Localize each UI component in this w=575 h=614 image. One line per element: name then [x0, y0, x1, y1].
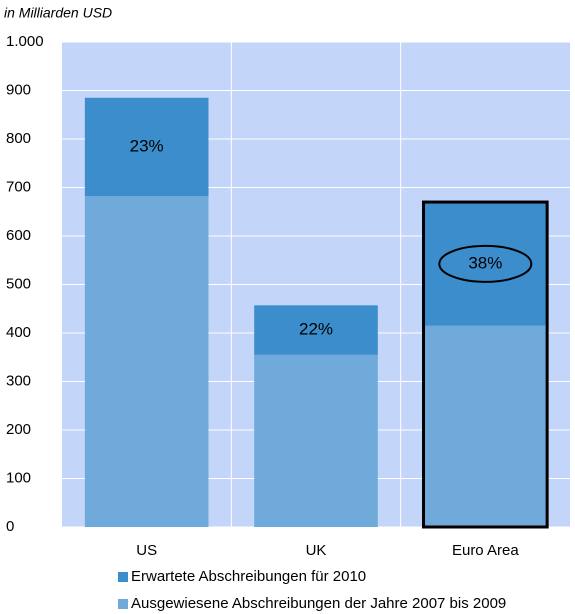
y-tick-label: 200 — [6, 421, 31, 438]
y-tick-label: 100 — [6, 469, 31, 486]
bar-segment — [254, 354, 378, 527]
bar-segment — [84, 196, 209, 528]
highlight-ellipse — [438, 244, 533, 283]
bar-segment — [423, 325, 548, 527]
x-tick-label: Euro Area — [452, 542, 519, 559]
bar-segment — [423, 202, 548, 326]
y-tick-label: 600 — [6, 227, 31, 244]
y-tick-label: 900 — [6, 81, 31, 98]
y-tick-label: 0 — [6, 518, 14, 535]
x-tick-label: US — [136, 542, 157, 559]
y-tick-label: 800 — [6, 130, 31, 147]
data-label: 23% — [130, 136, 164, 155]
legend-swatch — [118, 599, 128, 609]
bar-segment — [254, 305, 378, 355]
y-tick-label: 400 — [6, 324, 31, 341]
legend-label: Erwartete Abschreibungen für 2010 — [131, 568, 366, 585]
highlight-frame — [422, 200, 549, 529]
y-tick-label: 500 — [6, 275, 31, 292]
unit-label: in Milliarden USD — [4, 5, 112, 21]
y-tick-label: 300 — [6, 372, 31, 389]
y-tick-label: 700 — [6, 178, 31, 195]
legend-swatch — [118, 572, 128, 582]
data-label: 38% — [468, 253, 502, 272]
x-tick-label: UK — [306, 542, 327, 559]
y-tick-label: 1.000 — [6, 33, 44, 50]
data-label: 22% — [299, 320, 333, 339]
bar-segment — [84, 97, 209, 197]
legend-label: Ausgewiesene Abschreibungen der Jahre 20… — [131, 595, 506, 612]
